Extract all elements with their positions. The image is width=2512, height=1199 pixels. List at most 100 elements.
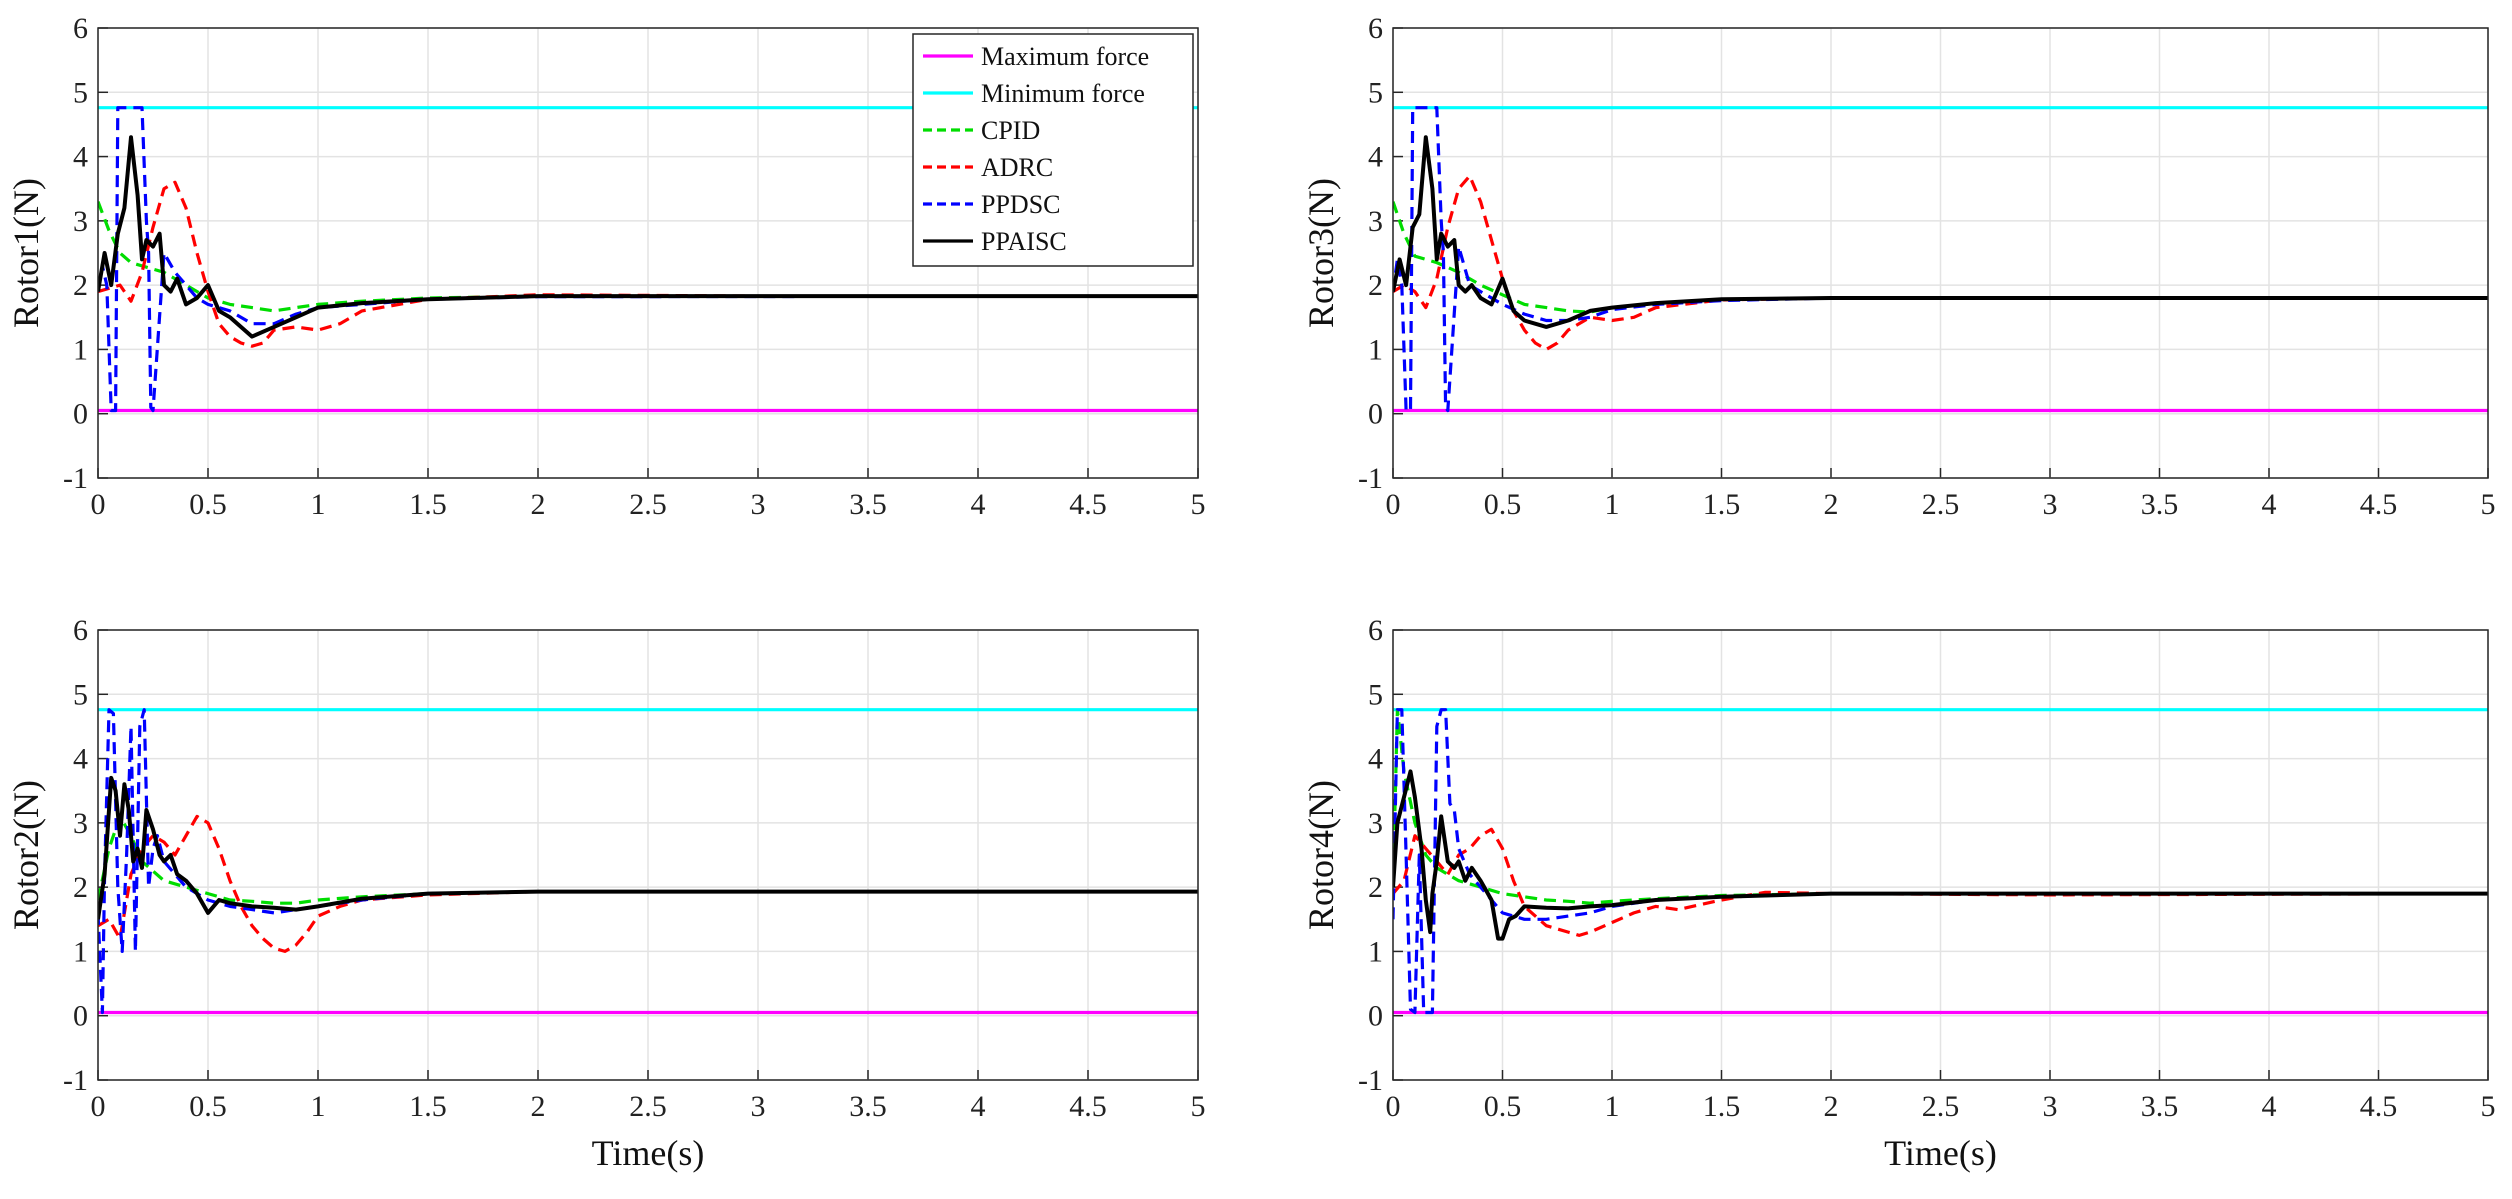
x-tick-label: 4.5 bbox=[2360, 488, 2398, 521]
x-tick-label: 0.5 bbox=[1484, 488, 1522, 521]
y-tick-label: -1 bbox=[1358, 462, 1383, 495]
x-tick-label: 2.5 bbox=[1922, 1090, 1960, 1123]
y-tick-label: 5 bbox=[1368, 678, 1383, 711]
legend-label: Maximum force bbox=[981, 42, 1149, 71]
y-tick-label: 3 bbox=[1368, 807, 1383, 840]
x-axis-label: Time(s) bbox=[1884, 1133, 1997, 1173]
x-tick-label: 0 bbox=[1386, 488, 1401, 521]
x-tick-label: 5 bbox=[1191, 1090, 1206, 1123]
y-tick-label: 3 bbox=[73, 205, 88, 238]
panel-rotor4: 0 0.5 1 1.5 2 2.5 3 3.5 4 4.5 5-10123456Rotor4(N)T… bbox=[1301, 614, 2496, 1173]
y-tick-label: 4 bbox=[1368, 743, 1383, 776]
x-tick-label: 5 bbox=[2481, 1090, 2496, 1123]
y-tick-label: 0 bbox=[73, 398, 88, 431]
x-tick-label: 5 bbox=[1191, 488, 1206, 521]
series-line-ppaisc bbox=[98, 135, 1198, 339]
x-tick-label: 0.5 bbox=[189, 488, 227, 521]
y-tick-label: 2 bbox=[1368, 871, 1383, 904]
x-tick-label: 5 bbox=[2481, 488, 2496, 521]
y-tick-label: 1 bbox=[1368, 935, 1383, 968]
y-tick-label: 2 bbox=[73, 269, 88, 302]
x-tick-label: 2 bbox=[531, 488, 546, 521]
x-tick-label: 4 bbox=[2262, 488, 2277, 521]
x-tick-label: 3 bbox=[751, 488, 766, 521]
x-tick-label: 4.5 bbox=[1069, 488, 1107, 521]
x-tick-label: 0 bbox=[91, 1090, 106, 1123]
x-tick-label: 3.5 bbox=[849, 488, 887, 521]
x-tick-label: 1.5 bbox=[409, 1090, 447, 1123]
legend-box bbox=[912, 33, 1194, 267]
y-tick-label: 1 bbox=[73, 935, 88, 968]
x-tick-label: 1 bbox=[311, 488, 326, 521]
y-tick-label: 6 bbox=[73, 12, 88, 45]
y-tick-label: 5 bbox=[73, 678, 88, 711]
series-group bbox=[98, 708, 1198, 1015]
legend-label: ADRC bbox=[981, 153, 1053, 182]
x-tick-label: 1 bbox=[311, 1090, 326, 1123]
axis-frame bbox=[97, 27, 1199, 479]
series-line-adrc bbox=[98, 814, 1198, 954]
y-axis-label: Rotor1(N) bbox=[6, 178, 46, 328]
y-tick-label: 5 bbox=[73, 76, 88, 109]
y-tick-label: 0 bbox=[1368, 1000, 1383, 1033]
legend-label: PPDSC bbox=[981, 190, 1061, 219]
y-tick-label: 6 bbox=[1368, 614, 1383, 647]
y-tick-label: -1 bbox=[63, 462, 88, 495]
y-axis-label: Rotor2(N) bbox=[6, 780, 46, 930]
x-tick-label: 4 bbox=[971, 1090, 986, 1123]
x-tick-label: 2.5 bbox=[1922, 488, 1960, 521]
series-line-adrc bbox=[1393, 174, 2488, 351]
series-line-adrc bbox=[1393, 827, 2488, 938]
legend: Maximum force Minimum force CPID ADRC PPDSC P… bbox=[912, 33, 1194, 267]
x-tick-label: 0 bbox=[91, 488, 106, 521]
y-tick-label: 3 bbox=[1368, 205, 1383, 238]
y-axis-label: Rotor4(N) bbox=[1301, 780, 1341, 930]
y-tick-label: 4 bbox=[73, 743, 88, 776]
series-group bbox=[1393, 708, 2488, 1015]
y-tick-label: -1 bbox=[1358, 1064, 1383, 1097]
legend-label: PPAISC bbox=[981, 227, 1067, 256]
series-line-ppaisc bbox=[1393, 769, 2488, 941]
x-tick-label: 4 bbox=[971, 488, 986, 521]
y-tick-label: 1 bbox=[73, 333, 88, 366]
legend-label: CPID bbox=[981, 116, 1040, 145]
y-tick-label: 1 bbox=[1368, 333, 1383, 366]
x-tick-label: 2.5 bbox=[629, 488, 667, 521]
x-tick-label: 2 bbox=[1824, 488, 1839, 521]
series-group bbox=[1393, 106, 2488, 413]
x-tick-label: 2.5 bbox=[629, 1090, 667, 1123]
x-tick-label: 4 bbox=[2262, 1090, 2277, 1123]
y-tick-label: -1 bbox=[63, 1064, 88, 1097]
x-tick-label: 1 bbox=[1605, 1090, 1620, 1123]
y-tick-label: 4 bbox=[1368, 141, 1383, 174]
x-tick-label: 4.5 bbox=[2360, 1090, 2398, 1123]
axis-frame bbox=[97, 629, 1199, 1081]
x-tick-label: 3 bbox=[2043, 1090, 2058, 1123]
x-tick-label: 3 bbox=[751, 1090, 766, 1123]
x-tick-label: 3.5 bbox=[849, 1090, 887, 1123]
y-tick-label: 5 bbox=[1368, 76, 1383, 109]
panel-rotor2: 0 0.5 1 1.5 2 2.5 3 3.5 4 4.5 5-10123456Rotor2(N)T… bbox=[6, 614, 1206, 1173]
axis-frame bbox=[1392, 27, 2489, 479]
y-tick-label: 3 bbox=[73, 807, 88, 840]
series-line-ppaisc bbox=[1393, 135, 2488, 329]
x-tick-label: 2 bbox=[1824, 1090, 1839, 1123]
x-tick-label: 0 bbox=[1386, 1090, 1401, 1123]
x-tick-label: 3 bbox=[2043, 488, 2058, 521]
y-tick-label: 0 bbox=[1368, 398, 1383, 431]
y-axis-label: Rotor3(N) bbox=[1301, 178, 1341, 328]
x-tick-label: 3.5 bbox=[2141, 488, 2179, 521]
x-tick-label: 3.5 bbox=[2141, 1090, 2179, 1123]
y-tick-label: 6 bbox=[73, 614, 88, 647]
x-tick-label: 0.5 bbox=[189, 1090, 227, 1123]
x-tick-label: 0.5 bbox=[1484, 1090, 1522, 1123]
x-tick-label: 4.5 bbox=[1069, 1090, 1107, 1123]
x-tick-label: 1.5 bbox=[1703, 1090, 1741, 1123]
y-tick-label: 0 bbox=[73, 1000, 88, 1033]
axis-frame bbox=[1392, 629, 2489, 1081]
series-line-ppaisc bbox=[98, 775, 1198, 920]
x-axis-label: Time(s) bbox=[592, 1133, 705, 1173]
y-tick-label: 2 bbox=[73, 871, 88, 904]
